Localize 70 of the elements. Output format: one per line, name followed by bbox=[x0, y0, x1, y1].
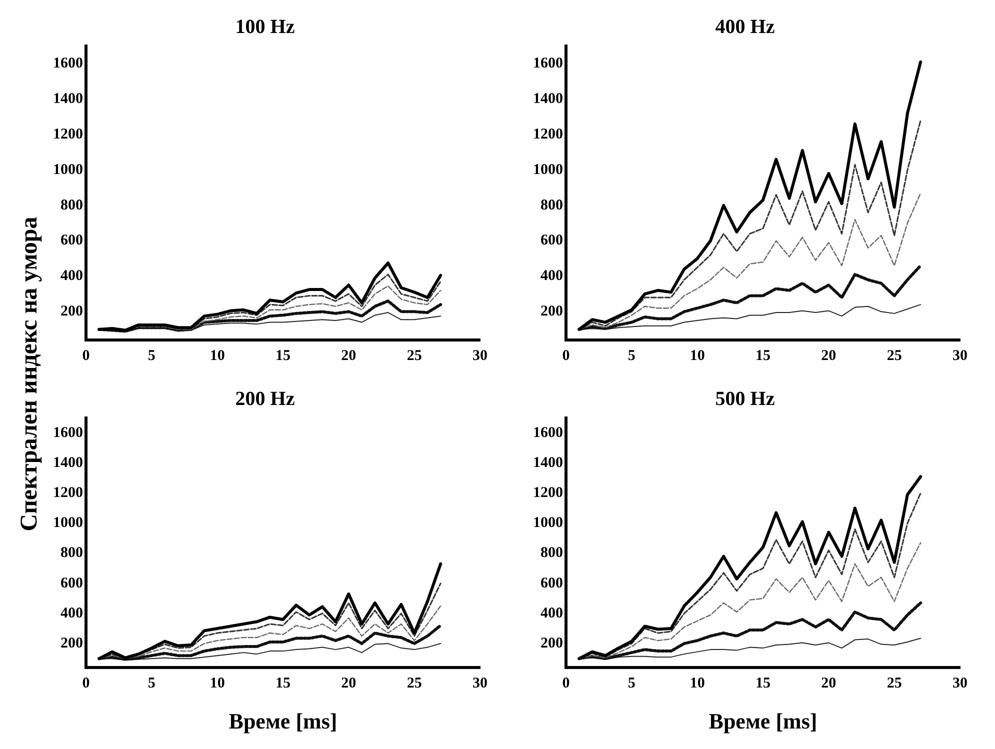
y-tick-label: 1400 bbox=[533, 91, 563, 108]
y-tick-label: 1600 bbox=[533, 56, 563, 72]
line-series bbox=[578, 601, 922, 660]
y-tick-label: 1600 bbox=[53, 56, 83, 72]
y-tick-label: 800 bbox=[60, 545, 83, 562]
y-tick-label: 1000 bbox=[53, 515, 83, 532]
x-tick-label: 30 bbox=[952, 675, 968, 692]
x-tick-label: 25 bbox=[406, 675, 422, 692]
x-tick-label: 0 bbox=[562, 348, 570, 364]
y-tick-label: 800 bbox=[60, 197, 83, 214]
x-tick-label: 10 bbox=[690, 675, 705, 692]
y-tick-label: 400 bbox=[60, 268, 83, 284]
y-tick-label: 1600 bbox=[53, 424, 83, 441]
y-tick-label: 400 bbox=[540, 268, 563, 284]
y-tick-label: 200 bbox=[540, 304, 563, 320]
y-tick-label: 1200 bbox=[53, 485, 83, 502]
x-tick-label: 0 bbox=[82, 348, 90, 364]
x-tick-label: 25 bbox=[406, 348, 422, 364]
y-tick-label: 400 bbox=[540, 605, 563, 622]
x-tick-label: 15 bbox=[276, 348, 290, 364]
chart-title: 100 Hz bbox=[235, 16, 295, 38]
y-tick-label: 200 bbox=[540, 635, 563, 652]
x-tick-label: 5 bbox=[148, 348, 156, 364]
x-tick-label: 10 bbox=[210, 675, 225, 692]
x-tick-label: 10 bbox=[210, 348, 225, 364]
x-axis-title: Време [ms] bbox=[228, 708, 338, 734]
y-tick-label: 800 bbox=[540, 545, 563, 562]
y-tick-label: 600 bbox=[60, 575, 83, 592]
x-tick-label: 15 bbox=[276, 675, 290, 692]
x-tick-label: 30 bbox=[472, 675, 488, 692]
y-tick-label: 400 bbox=[60, 605, 83, 622]
x-tick-label: 5 bbox=[628, 675, 636, 692]
x-tick-label: 0 bbox=[82, 675, 90, 692]
y-tick-label: 1200 bbox=[533, 485, 563, 502]
line-series bbox=[98, 624, 442, 661]
chart-title: 500 Hz bbox=[715, 388, 775, 410]
x-tick-label: 30 bbox=[472, 348, 488, 364]
x-tick-label: 5 bbox=[628, 348, 636, 364]
x-tick-label: 30 bbox=[952, 348, 968, 364]
y-axis-title: Спектрален индекс на умора bbox=[16, 216, 44, 532]
y-tick-label: 1000 bbox=[533, 515, 563, 532]
line-series bbox=[578, 264, 922, 331]
y-tick-label: 1400 bbox=[53, 454, 83, 471]
y-tick-label: 1000 bbox=[53, 162, 83, 178]
y-tick-label: 800 bbox=[540, 197, 563, 214]
y-tick-label: 1000 bbox=[533, 162, 563, 178]
x-tick-label: 10 bbox=[690, 348, 705, 364]
y-tick-label: 1400 bbox=[53, 91, 83, 108]
x-tick-label: 25 bbox=[886, 675, 902, 692]
y-tick-label: 600 bbox=[540, 232, 563, 249]
y-tick-label: 200 bbox=[60, 304, 83, 320]
y-tick-label: 600 bbox=[540, 575, 563, 592]
x-tick-label: 20 bbox=[341, 675, 356, 692]
x-tick-label: 15 bbox=[756, 675, 770, 692]
y-tick-label: 1200 bbox=[53, 126, 83, 142]
y-tick-label: 600 bbox=[60, 232, 83, 249]
y-tick-label: 1400 bbox=[533, 454, 563, 471]
x-tick-label: 25 bbox=[886, 348, 902, 364]
x-tick-label: 5 bbox=[148, 675, 156, 692]
y-tick-label: 200 bbox=[60, 635, 83, 652]
x-axis-title: Време [ms] bbox=[708, 708, 818, 734]
chart-title: 400 Hz bbox=[715, 16, 775, 38]
x-tick-label: 20 bbox=[821, 348, 836, 364]
y-tick-label: 1200 bbox=[533, 126, 563, 142]
x-tick-label: 15 bbox=[756, 348, 770, 364]
x-tick-label: 20 bbox=[821, 675, 836, 692]
x-tick-label: 0 bbox=[562, 675, 570, 692]
chart-title: 200 Hz bbox=[235, 388, 295, 410]
x-tick-label: 20 bbox=[341, 348, 356, 364]
y-tick-label: 1600 bbox=[533, 424, 563, 441]
